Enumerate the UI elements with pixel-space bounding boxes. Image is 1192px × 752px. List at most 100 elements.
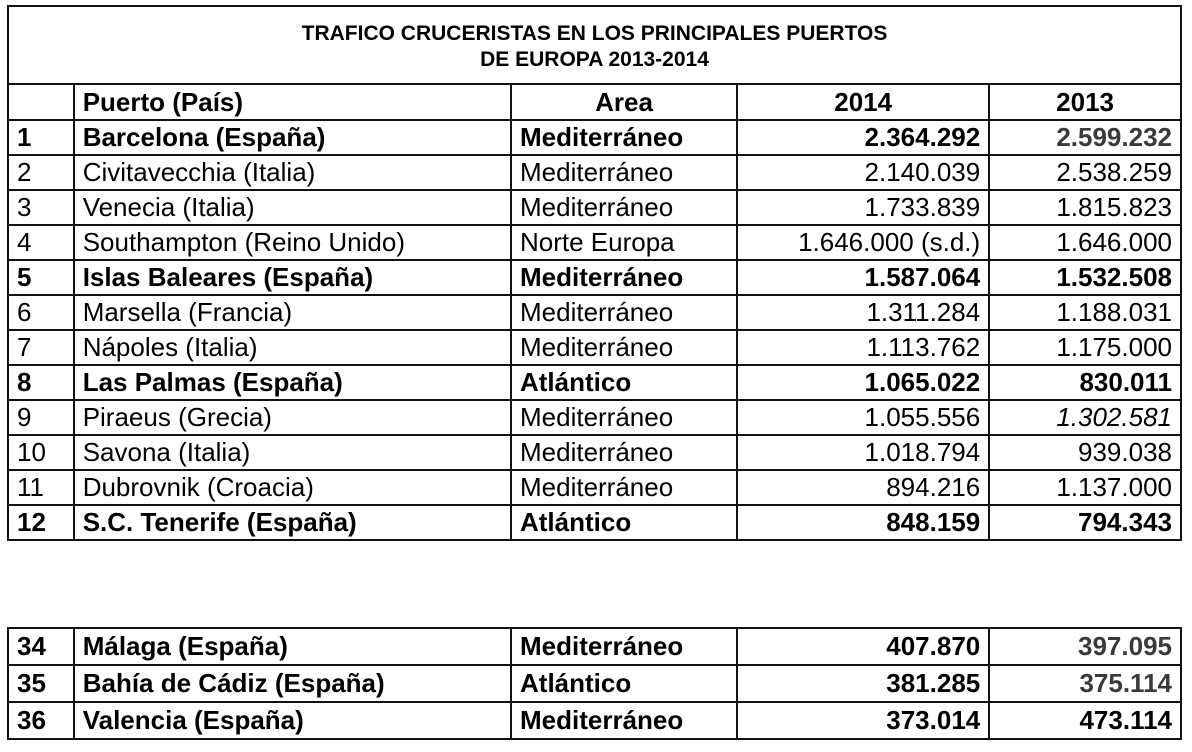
port-cell: Nápoles (Italia) bbox=[72, 329, 512, 366]
area-cell: Mediterráneo bbox=[509, 259, 739, 296]
value-2014-cell: 1.733.839 bbox=[736, 189, 991, 226]
table-row: 3 Venecia (Italia) Mediterráneo 1.733.839 1.… bbox=[7, 189, 1182, 226]
value-2014-cell: 1.311.284 bbox=[736, 294, 991, 331]
table-row: 7 Nápoles (Italia) Mediterráneo 1.113.762 1.… bbox=[7, 329, 1182, 366]
value-2013-cell: 397.095 bbox=[988, 627, 1182, 666]
rank-cell: 1 bbox=[7, 119, 75, 156]
value-2013-cell: 1.646.000 bbox=[988, 224, 1182, 261]
value-2014-cell: 1.055.556 bbox=[736, 399, 991, 436]
table-row: 4 Southampton (Reino Unido) Norte Europa 1.… bbox=[7, 224, 1182, 261]
port-cell: Dubrovnik (Croacia) bbox=[72, 469, 512, 506]
additional-spanish-ports-table: 34 Málaga (España) Mediterráneo 407.870 397.… bbox=[7, 627, 1182, 740]
table-row: 6 Marsella (Francia) Mediterráneo 1.311.284… bbox=[7, 294, 1182, 331]
area-cell: Mediterráneo bbox=[509, 434, 739, 471]
value-2013-cell: 794.343 bbox=[988, 504, 1182, 541]
value-2014-cell: 407.870 bbox=[736, 627, 991, 666]
value-2013-cell: 939.038 bbox=[988, 434, 1182, 471]
area-cell: Atlántico bbox=[509, 504, 739, 541]
header-port: Puerto (País) bbox=[72, 83, 512, 121]
table-title: TRAFICO CRUCERISTAS EN LOS PRINCIPALES P… bbox=[7, 5, 1182, 85]
header-area: Area bbox=[509, 83, 739, 121]
area-cell: Mediterráneo bbox=[509, 469, 739, 506]
title-row: TRAFICO CRUCERISTAS EN LOS PRINCIPALES P… bbox=[7, 5, 1182, 85]
area-cell: Mediterráneo bbox=[509, 294, 739, 331]
header-2013: 2013 bbox=[988, 83, 1182, 121]
table-row: 12 S.C. Tenerife (España) Atlántico 848.159… bbox=[7, 504, 1182, 541]
table-row: 11 Dubrovnik (Croacia) Mediterráneo 894.216… bbox=[7, 469, 1182, 506]
rank-cell: 12 bbox=[7, 504, 75, 541]
header-row: Puerto (País) Area 2014 2013 bbox=[7, 83, 1182, 121]
table-row: 2 Civitavecchia (Italia) Mediterráneo 2.140… bbox=[7, 154, 1182, 191]
port-cell: Las Palmas (España) bbox=[72, 364, 512, 401]
port-cell: Barcelona (España) bbox=[72, 119, 512, 156]
value-2014-cell: 1.646.000 (s.d.) bbox=[736, 224, 991, 261]
area-cell: Mediterráneo bbox=[510, 701, 739, 740]
table-row: 5 Islas Baleares (España) Mediterráneo 1.58… bbox=[7, 259, 1182, 296]
rank-cell: 11 bbox=[7, 469, 75, 506]
port-cell: Southampton (Reino Unido) bbox=[72, 224, 512, 261]
table-row: 36 Valencia (España) Mediterráneo 373.014 47… bbox=[7, 701, 1182, 740]
area-cell: Mediterráneo bbox=[510, 627, 739, 666]
table-row: 34 Málaga (España) Mediterráneo 407.870 397.… bbox=[7, 627, 1182, 666]
area-cell: Mediterráneo bbox=[509, 189, 739, 226]
value-2014-cell: 848.159 bbox=[736, 504, 991, 541]
value-2013-cell: 473.114 bbox=[988, 701, 1182, 740]
title-line-2: DE EUROPA 2013-2014 bbox=[480, 48, 709, 71]
port-cell: Bahía de Cádiz (España) bbox=[72, 664, 513, 703]
area-cell: Mediterráneo bbox=[509, 329, 739, 366]
port-cell: Savona (Italia) bbox=[72, 434, 512, 471]
rank-cell: 4 bbox=[7, 224, 75, 261]
table-row: 9 Piraeus (Grecia) Mediterráneo 1.055.556 1.… bbox=[7, 399, 1182, 436]
value-2013-cell: 375.114 bbox=[988, 664, 1182, 703]
area-cell: Mediterráneo bbox=[509, 399, 739, 436]
area-cell: Mediterráneo bbox=[509, 154, 739, 191]
value-2014-cell: 373.014 bbox=[736, 701, 991, 740]
rank-cell: 9 bbox=[7, 399, 75, 436]
value-2014-cell: 1.587.064 bbox=[736, 259, 991, 296]
rank-cell: 5 bbox=[7, 259, 75, 296]
rank-cell: 3 bbox=[7, 189, 75, 226]
rank-cell: 34 bbox=[7, 627, 75, 666]
port-cell: Marsella (Francia) bbox=[72, 294, 512, 331]
rank-cell: 6 bbox=[7, 294, 75, 331]
value-2013-cell: 1.137.000 bbox=[988, 469, 1182, 506]
value-2013-cell: 2.538.259 bbox=[988, 154, 1182, 191]
area-cell: Norte Europa bbox=[509, 224, 739, 261]
port-cell: Piraeus (Grecia) bbox=[72, 399, 512, 436]
value-2014-cell: 1.065.022 bbox=[736, 364, 991, 401]
value-2013-cell: 1.302.581 bbox=[988, 399, 1182, 436]
header-rank bbox=[7, 83, 75, 121]
value-2013-cell: 830.011 bbox=[988, 364, 1182, 401]
rank-cell: 10 bbox=[7, 434, 75, 471]
area-cell: Atlántico bbox=[509, 364, 739, 401]
port-cell: Islas Baleares (España) bbox=[72, 259, 512, 296]
port-cell: Valencia (España) bbox=[72, 701, 513, 740]
rank-cell: 7 bbox=[7, 329, 75, 366]
area-cell: Mediterráneo bbox=[509, 119, 739, 156]
value-2013-cell: 1.188.031 bbox=[988, 294, 1182, 331]
value-2014-cell: 1.113.762 bbox=[736, 329, 991, 366]
value-2014-cell: 381.285 bbox=[736, 664, 991, 703]
table-row: 1 Barcelona (España) Mediterráneo 2.364.292… bbox=[7, 119, 1182, 156]
header-2014: 2014 bbox=[736, 83, 991, 121]
rank-cell: 35 bbox=[7, 664, 75, 703]
table-row: 35 Bahía de Cádiz (España) Atlántico 381.28… bbox=[7, 664, 1182, 703]
port-cell: Civitavecchia (Italia) bbox=[72, 154, 512, 191]
value-2014-cell: 2.140.039 bbox=[736, 154, 991, 191]
rank-cell: 8 bbox=[7, 364, 75, 401]
rank-cell: 2 bbox=[7, 154, 75, 191]
port-cell: Málaga (España) bbox=[72, 627, 513, 666]
value-2013-cell: 1.175.000 bbox=[988, 329, 1182, 366]
value-2013-cell: 2.599.232 bbox=[988, 119, 1182, 156]
port-cell: S.C. Tenerife (España) bbox=[72, 504, 512, 541]
value-2013-cell: 1.532.508 bbox=[988, 259, 1182, 296]
value-2014-cell: 1.018.794 bbox=[736, 434, 991, 471]
table-row: 10 Savona (Italia) Mediterráneo 1.018.794 93… bbox=[7, 434, 1182, 471]
title-line-1: TRAFICO CRUCERISTAS EN LOS PRINCIPALES P… bbox=[301, 22, 888, 45]
rank-cell: 36 bbox=[7, 701, 75, 740]
table-row: 8 Las Palmas (España) Atlántico 1.065.022 83… bbox=[7, 364, 1182, 401]
port-cell: Venecia (Italia) bbox=[72, 189, 512, 226]
value-2014-cell: 894.216 bbox=[736, 469, 991, 506]
area-cell: Atlántico bbox=[510, 664, 739, 703]
value-2013-cell: 1.815.823 bbox=[988, 189, 1182, 226]
